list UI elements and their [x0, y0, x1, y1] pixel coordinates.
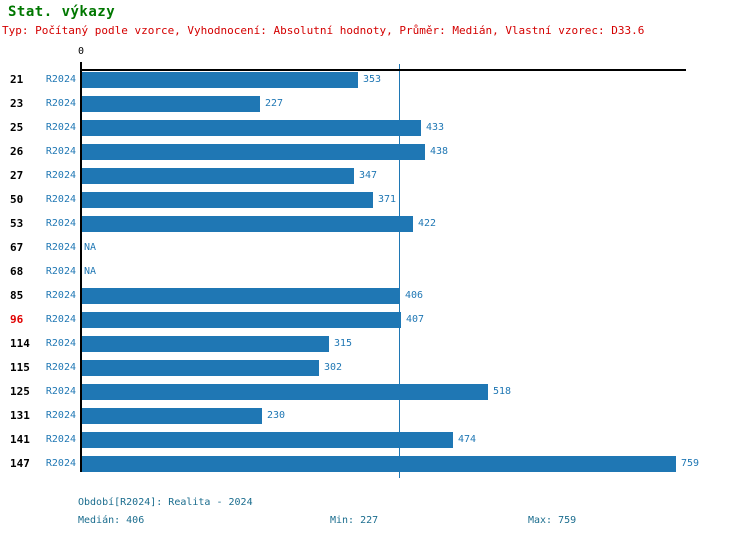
category-label[interactable]: 27	[10, 169, 24, 182]
category-label[interactable]: 26	[10, 145, 24, 158]
value-label: 227	[265, 98, 284, 109]
chart-row: 115 R2024 302	[0, 356, 750, 380]
bar[interactable]	[82, 72, 358, 88]
bar[interactable]	[82, 96, 260, 112]
value-label: 230	[267, 410, 286, 421]
value-label: 406	[405, 290, 424, 301]
value-label: 759	[681, 458, 700, 469]
value-label: 315	[334, 338, 353, 349]
series-label: R2024	[45, 98, 76, 109]
chart-row: 26 R2024 438	[0, 140, 750, 164]
chart-row: 27 R2024 347	[0, 164, 750, 188]
series-label: R2024	[45, 146, 76, 157]
value-label: 371	[378, 194, 397, 205]
bar[interactable]	[82, 336, 329, 352]
chart-row: 23 R2024 227	[0, 92, 750, 116]
category-label[interactable]: 131	[10, 409, 30, 422]
value-label: 474	[458, 434, 477, 445]
series-label: R2024	[45, 386, 76, 397]
category-label[interactable]: 21	[10, 73, 24, 86]
series-label: R2024	[45, 242, 76, 253]
series-label: R2024	[45, 290, 76, 301]
na-label: NA	[84, 242, 97, 253]
bar[interactable]	[82, 312, 401, 328]
value-label: 518	[493, 386, 512, 397]
footer-period: Období[R2024]: Realita - 2024	[78, 497, 253, 508]
category-label[interactable]: 147	[10, 457, 30, 470]
bar[interactable]	[82, 144, 425, 160]
bar[interactable]	[82, 360, 319, 376]
value-label: 347	[359, 170, 378, 181]
category-label[interactable]: 67	[10, 241, 24, 254]
x-axis-top-line	[80, 69, 686, 71]
category-label[interactable]: 96	[10, 313, 24, 326]
bar[interactable]	[82, 216, 413, 232]
series-label: R2024	[45, 338, 76, 349]
category-label[interactable]: 125	[10, 385, 30, 398]
value-label: 407	[406, 314, 425, 325]
category-label[interactable]: 25	[10, 121, 24, 134]
footer-max: Max: 759	[528, 515, 577, 526]
series-label: R2024	[45, 314, 76, 325]
bar[interactable]	[82, 168, 354, 184]
chart-row: 21 R2024 353	[0, 68, 750, 92]
category-label[interactable]: 141	[10, 433, 30, 446]
chart-row: 147 R2024 759	[0, 452, 750, 476]
series-label: R2024	[45, 74, 76, 85]
series-label: R2024	[45, 194, 76, 205]
bar[interactable]	[82, 408, 262, 424]
chart-row: 114 R2024 315	[0, 332, 750, 356]
category-label[interactable]: 50	[10, 193, 24, 206]
chart-row: 141 R2024 474	[0, 428, 750, 452]
value-label: 433	[426, 122, 445, 133]
bar[interactable]	[82, 288, 400, 304]
series-label: R2024	[45, 266, 76, 277]
series-label: R2024	[45, 170, 76, 181]
series-label: R2024	[45, 122, 76, 133]
chart-subtitle: Typ: Počítaný podle vzorce, Vyhodnocení:…	[2, 24, 645, 37]
chart-row: 25 R2024 433	[0, 116, 750, 140]
chart-row: 131 R2024 230	[0, 404, 750, 428]
series-label: R2024	[45, 218, 76, 229]
category-label[interactable]: 23	[10, 97, 24, 110]
value-label: 438	[430, 146, 449, 157]
page-title: Stat. výkazy	[8, 4, 116, 20]
category-label[interactable]: 53	[10, 217, 24, 230]
category-label[interactable]: 85	[10, 289, 24, 302]
bar[interactable]	[82, 192, 373, 208]
bar[interactable]	[82, 456, 676, 472]
chart-row: 125 R2024 518	[0, 380, 750, 404]
series-label: R2024	[45, 458, 76, 469]
chart-row: 50 R2024 371	[0, 188, 750, 212]
value-label: 353	[363, 74, 382, 85]
value-label: 422	[418, 218, 437, 229]
y-axis-line	[80, 62, 82, 472]
na-label: NA	[84, 266, 97, 277]
footer-min: Min: 227	[330, 515, 379, 526]
category-label[interactable]: 114	[10, 337, 30, 350]
chart-row: 96 R2024 407	[0, 308, 750, 332]
value-label: 302	[324, 362, 343, 373]
chart-row: 85 R2024 406	[0, 284, 750, 308]
bar[interactable]	[82, 384, 488, 400]
median-reference-line	[399, 64, 400, 478]
bar[interactable]	[82, 120, 421, 136]
chart-row: 67 R2024 NA	[0, 236, 750, 260]
category-label[interactable]: 115	[10, 361, 30, 374]
series-label: R2024	[45, 410, 76, 421]
chart-row: 68 R2024 NA	[0, 260, 750, 284]
series-label: R2024	[45, 362, 76, 373]
axis-zero-tick-label: 0	[77, 46, 85, 57]
series-label: R2024	[45, 434, 76, 445]
chart-row: 53 R2024 422	[0, 212, 750, 236]
category-label[interactable]: 68	[10, 265, 24, 278]
footer-median: Medián: 406	[78, 515, 145, 526]
bar[interactable]	[82, 432, 453, 448]
